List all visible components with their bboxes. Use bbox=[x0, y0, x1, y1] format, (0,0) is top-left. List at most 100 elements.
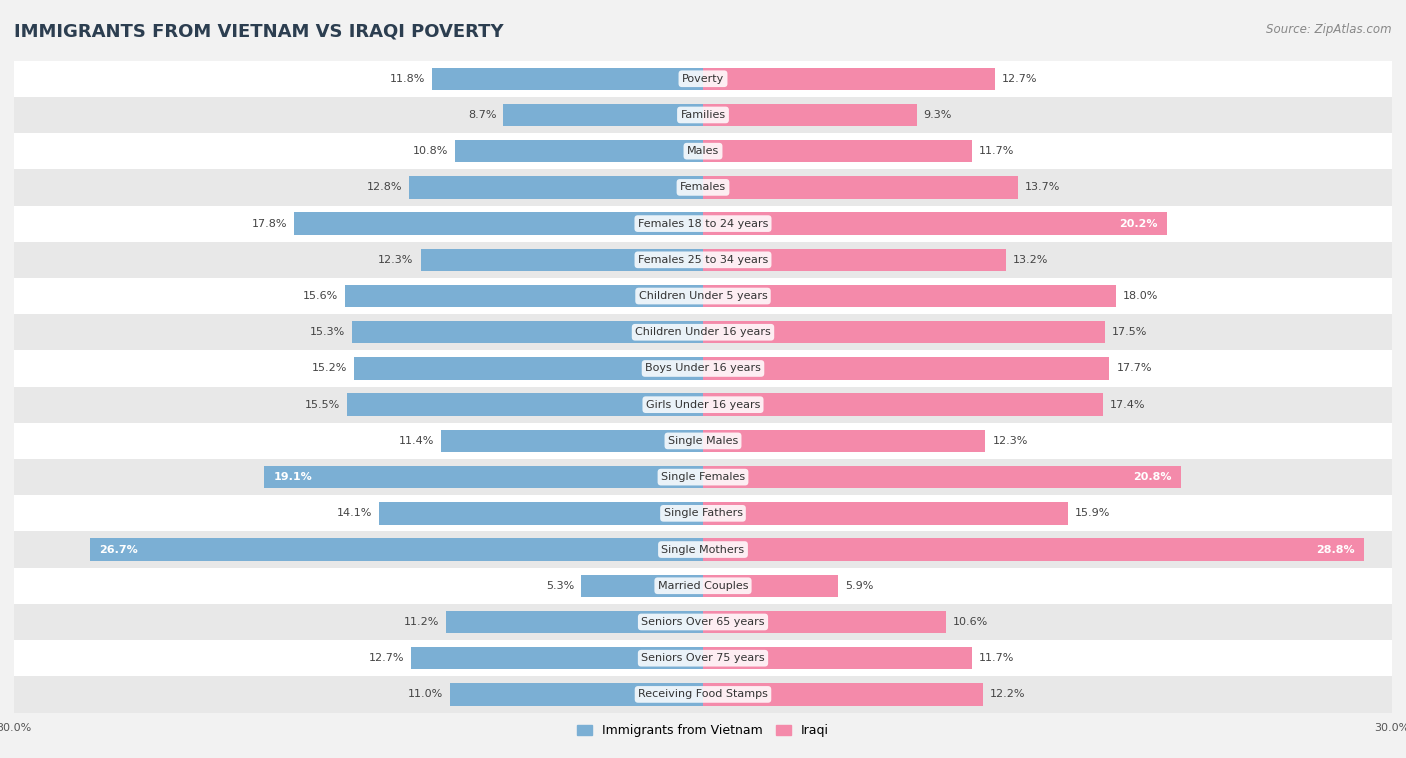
Text: 17.5%: 17.5% bbox=[1112, 327, 1147, 337]
Bar bbox=[14, 640, 1392, 676]
Text: 10.8%: 10.8% bbox=[413, 146, 449, 156]
Bar bbox=[456, 140, 703, 162]
Bar bbox=[352, 321, 703, 343]
Bar bbox=[354, 357, 703, 380]
Bar bbox=[14, 97, 1392, 133]
Text: 19.1%: 19.1% bbox=[274, 472, 312, 482]
Text: 18.0%: 18.0% bbox=[1123, 291, 1159, 301]
Text: IMMIGRANTS FROM VIETNAM VS IRAQI POVERTY: IMMIGRANTS FROM VIETNAM VS IRAQI POVERTY bbox=[14, 23, 503, 41]
Bar bbox=[14, 242, 1392, 278]
Bar bbox=[441, 430, 703, 452]
Text: Married Couples: Married Couples bbox=[658, 581, 748, 590]
Text: 11.8%: 11.8% bbox=[389, 74, 425, 83]
Bar bbox=[380, 502, 703, 525]
Bar bbox=[703, 140, 972, 162]
Text: 28.8%: 28.8% bbox=[1316, 544, 1355, 555]
Text: 11.7%: 11.7% bbox=[979, 653, 1014, 663]
Bar bbox=[344, 285, 703, 307]
Bar bbox=[581, 575, 703, 597]
Text: 17.4%: 17.4% bbox=[1109, 399, 1144, 409]
Bar bbox=[347, 393, 703, 416]
Bar bbox=[703, 393, 1102, 416]
Bar bbox=[703, 466, 1181, 488]
Text: Children Under 16 years: Children Under 16 years bbox=[636, 327, 770, 337]
Bar bbox=[412, 647, 703, 669]
Text: 5.9%: 5.9% bbox=[845, 581, 873, 590]
Bar bbox=[703, 67, 994, 90]
Text: 12.3%: 12.3% bbox=[993, 436, 1028, 446]
Bar bbox=[264, 466, 703, 488]
Text: Males: Males bbox=[688, 146, 718, 156]
Bar bbox=[703, 249, 1007, 271]
Text: Single Fathers: Single Fathers bbox=[664, 509, 742, 518]
Bar bbox=[450, 683, 703, 706]
Bar bbox=[703, 647, 972, 669]
Text: Seniors Over 75 years: Seniors Over 75 years bbox=[641, 653, 765, 663]
Text: 13.2%: 13.2% bbox=[1012, 255, 1049, 265]
Bar bbox=[703, 611, 946, 633]
Bar bbox=[14, 568, 1392, 604]
Bar bbox=[14, 133, 1392, 169]
Text: 12.7%: 12.7% bbox=[368, 653, 405, 663]
Text: 15.2%: 15.2% bbox=[312, 364, 347, 374]
Bar bbox=[14, 61, 1392, 97]
Bar bbox=[703, 538, 1364, 561]
Text: Receiving Food Stamps: Receiving Food Stamps bbox=[638, 690, 768, 700]
Bar bbox=[14, 169, 1392, 205]
Text: 11.0%: 11.0% bbox=[408, 690, 443, 700]
Text: 12.7%: 12.7% bbox=[1001, 74, 1038, 83]
Bar bbox=[14, 495, 1392, 531]
Text: 26.7%: 26.7% bbox=[98, 544, 138, 555]
Text: 5.3%: 5.3% bbox=[546, 581, 575, 590]
Text: 17.7%: 17.7% bbox=[1116, 364, 1152, 374]
Text: 9.3%: 9.3% bbox=[924, 110, 952, 120]
Bar bbox=[14, 604, 1392, 640]
Text: 17.8%: 17.8% bbox=[252, 218, 287, 229]
Text: 12.2%: 12.2% bbox=[990, 690, 1025, 700]
Bar bbox=[703, 683, 983, 706]
Text: 15.5%: 15.5% bbox=[305, 399, 340, 409]
Bar bbox=[703, 575, 838, 597]
Text: 8.7%: 8.7% bbox=[468, 110, 496, 120]
Bar bbox=[14, 459, 1392, 495]
Text: Source: ZipAtlas.com: Source: ZipAtlas.com bbox=[1267, 23, 1392, 36]
Text: Females 25 to 34 years: Females 25 to 34 years bbox=[638, 255, 768, 265]
Bar bbox=[703, 176, 1018, 199]
Text: Poverty: Poverty bbox=[682, 74, 724, 83]
Bar bbox=[14, 314, 1392, 350]
Bar bbox=[14, 350, 1392, 387]
Text: Single Females: Single Females bbox=[661, 472, 745, 482]
Text: 15.6%: 15.6% bbox=[302, 291, 337, 301]
Bar bbox=[14, 531, 1392, 568]
Bar bbox=[703, 357, 1109, 380]
Bar bbox=[446, 611, 703, 633]
Text: 11.7%: 11.7% bbox=[979, 146, 1014, 156]
Bar bbox=[14, 387, 1392, 423]
Bar bbox=[14, 423, 1392, 459]
Text: Girls Under 16 years: Girls Under 16 years bbox=[645, 399, 761, 409]
Bar bbox=[14, 676, 1392, 713]
Bar bbox=[703, 285, 1116, 307]
Text: 12.8%: 12.8% bbox=[367, 183, 402, 193]
Text: 10.6%: 10.6% bbox=[953, 617, 988, 627]
Bar bbox=[432, 67, 703, 90]
Bar bbox=[409, 176, 703, 199]
Bar bbox=[294, 212, 703, 235]
Text: 12.3%: 12.3% bbox=[378, 255, 413, 265]
Text: 11.2%: 11.2% bbox=[404, 617, 439, 627]
Text: 14.1%: 14.1% bbox=[337, 509, 373, 518]
Text: Families: Families bbox=[681, 110, 725, 120]
Text: 15.9%: 15.9% bbox=[1076, 509, 1111, 518]
Bar bbox=[703, 430, 986, 452]
Bar bbox=[703, 502, 1069, 525]
Bar bbox=[703, 104, 917, 126]
Text: 15.3%: 15.3% bbox=[309, 327, 344, 337]
Text: Females: Females bbox=[681, 183, 725, 193]
Bar bbox=[703, 321, 1105, 343]
Text: 20.2%: 20.2% bbox=[1119, 218, 1157, 229]
Text: 13.7%: 13.7% bbox=[1025, 183, 1060, 193]
Text: 20.8%: 20.8% bbox=[1133, 472, 1171, 482]
Text: Children Under 5 years: Children Under 5 years bbox=[638, 291, 768, 301]
Text: Females 18 to 24 years: Females 18 to 24 years bbox=[638, 218, 768, 229]
Bar bbox=[503, 104, 703, 126]
